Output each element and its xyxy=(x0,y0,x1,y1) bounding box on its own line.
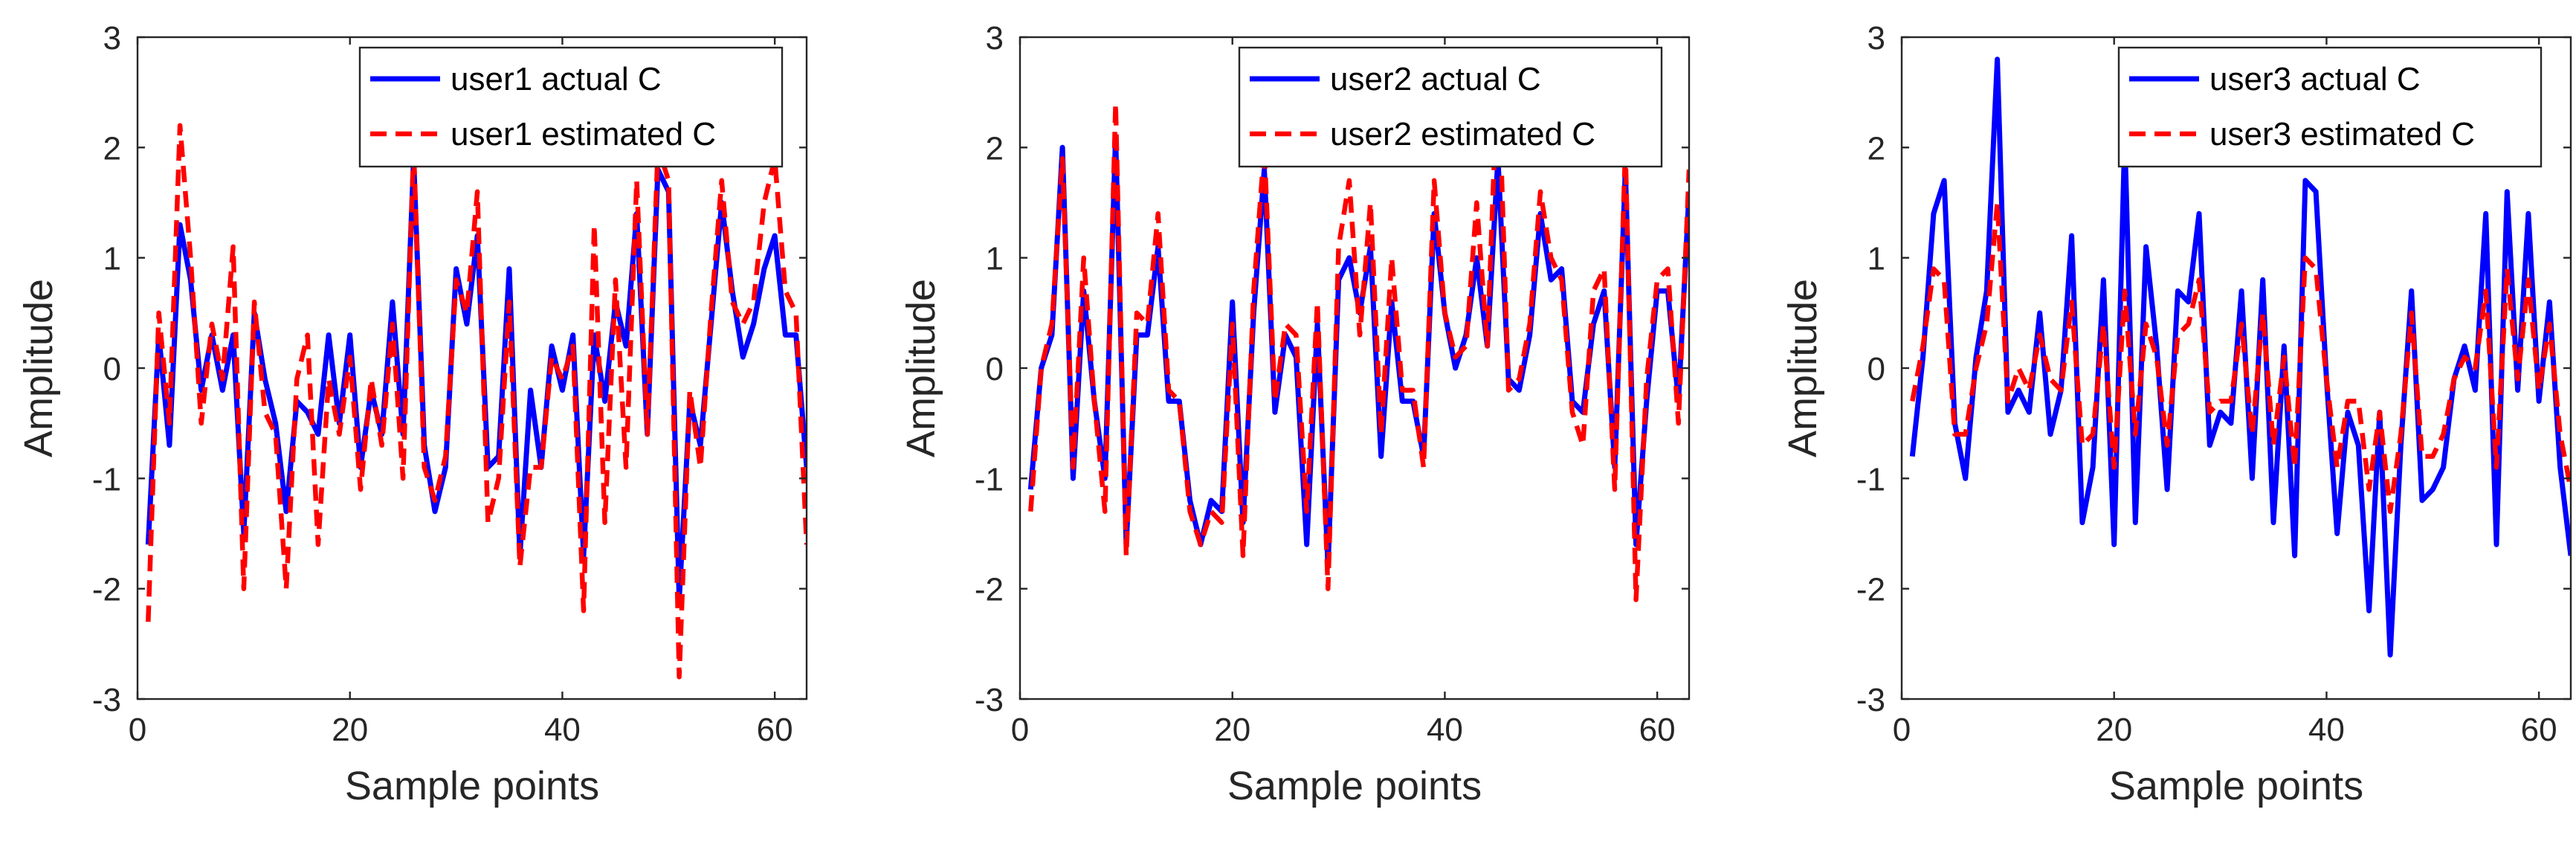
series-line-estimated xyxy=(1028,57,1689,602)
y-tick-label: 0 xyxy=(103,351,121,387)
legend-label-actual: user3 actual C xyxy=(2209,61,2421,97)
x-tick-label: 20 xyxy=(332,712,368,748)
legend-box xyxy=(358,46,784,168)
chart-panel-1: 0 20 40 60 -3 -2 -1 0 1 2 3 Sample points Amplitude u… xyxy=(16,20,808,808)
y-tick-label: -2 xyxy=(975,572,1004,608)
legend-box xyxy=(2117,46,2543,168)
x-axis-label: Sample points xyxy=(1227,764,1482,808)
y-tick-label: 2 xyxy=(1868,130,1885,167)
y-tick-label: 0 xyxy=(1868,351,1885,387)
x-tick-label: 40 xyxy=(2308,712,2345,748)
series-group xyxy=(1909,57,2571,658)
y-tick-label: -1 xyxy=(1856,461,1885,497)
legend-label-estimated: user2 estimated C xyxy=(1330,116,1595,152)
legend: user2 actual C user2 estimated C xyxy=(1238,46,1663,168)
y-tick-label: 3 xyxy=(103,20,121,57)
x-tick-label: 20 xyxy=(1214,712,1250,748)
y-tick-label: -3 xyxy=(92,682,121,718)
x-tick-label: 60 xyxy=(757,712,793,748)
series-line-actual xyxy=(1909,57,2571,658)
series-group xyxy=(1027,57,1689,602)
x-tick-label: 40 xyxy=(1427,712,1463,748)
y-tick-label: 2 xyxy=(103,130,121,167)
chart-panel-2: 0 20 40 60 -3 -2 -1 0 1 2 3 Sample points Amplitude u… xyxy=(899,20,1691,808)
y-tick-label: 2 xyxy=(986,130,1004,167)
y-tick-label: -2 xyxy=(92,572,121,608)
legend-box xyxy=(1238,46,1663,168)
x-tick-label: 60 xyxy=(1639,712,1676,748)
y-tick-label: 0 xyxy=(986,351,1004,387)
y-tick-label: -3 xyxy=(975,682,1004,718)
y-axis-label: Amplitude xyxy=(16,279,61,457)
legend: user3 actual C user3 estimated C xyxy=(2117,46,2543,168)
x-tick-label: 60 xyxy=(2521,712,2557,748)
y-tick-label: -3 xyxy=(1856,682,1885,718)
legend: user1 actual C user1 estimated C xyxy=(358,46,784,168)
y-tick-label: 1 xyxy=(986,241,1004,277)
y-axis-label: Amplitude xyxy=(899,279,943,457)
x-tick-label: 0 xyxy=(1893,712,1911,748)
y-tick-label: 1 xyxy=(1868,241,1885,277)
series-line-estimated xyxy=(146,123,807,680)
y-axis-label: Amplitude xyxy=(1781,279,1825,457)
x-tick-label: 40 xyxy=(544,712,581,748)
x-tick-label: 0 xyxy=(129,712,146,748)
y-tick-label: -1 xyxy=(92,461,121,497)
series-line-estimated xyxy=(1910,200,2571,515)
x-axis-label: Sample points xyxy=(345,764,599,808)
y-tick-label: 3 xyxy=(1868,20,1885,57)
x-axis-label: Sample points xyxy=(2109,764,2363,808)
legend-label-actual: user1 actual C xyxy=(451,61,662,97)
series-group xyxy=(145,123,807,680)
y-tick-label: -2 xyxy=(1856,572,1885,608)
y-tick-label: 3 xyxy=(986,20,1004,57)
chart-panel-3: 0 20 40 60 -3 -2 -1 0 1 2 3 Sample points Amplitude u… xyxy=(1781,20,2572,808)
y-tick-label: -1 xyxy=(975,461,1004,497)
x-tick-label: 0 xyxy=(1011,712,1029,748)
legend-label-estimated: user1 estimated C xyxy=(451,116,716,152)
x-tick-label: 20 xyxy=(2096,712,2132,748)
legend-label-actual: user2 actual C xyxy=(1330,61,1541,97)
y-tick-label: 1 xyxy=(103,241,121,277)
legend-label-estimated: user3 estimated C xyxy=(2209,116,2475,152)
